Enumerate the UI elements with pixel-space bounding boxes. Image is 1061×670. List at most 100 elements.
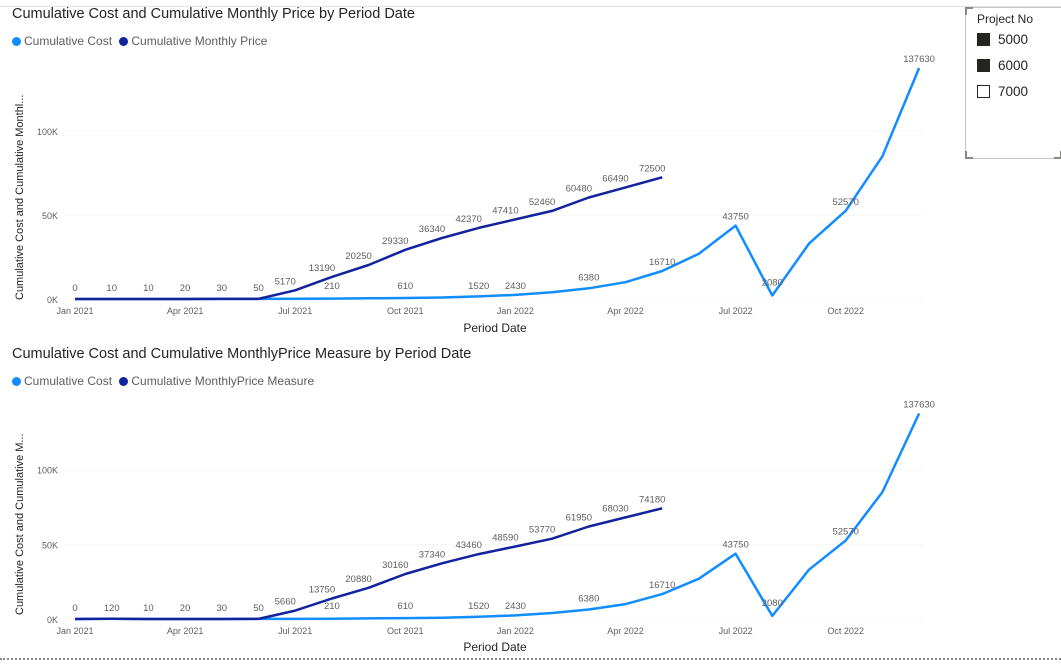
x-axis-title: Period Date <box>463 640 527 654</box>
legend-item-cumulative-cost[interactable]: Cumulative Cost <box>12 374 112 388</box>
x-tick-label: Oct 2022 <box>827 626 864 636</box>
resize-handle-icon[interactable] <box>1054 151 1061 159</box>
report-canvas-top-border <box>0 0 1061 7</box>
project-no-slicer[interactable]: Project No 5000 6000 7000 <box>965 7 1061 159</box>
x-tick-label: Oct 2021 <box>387 626 424 636</box>
legend-marker-price <box>119 376 129 386</box>
line-chart-monthly-price-measure[interactable]: Cumulative Cost and Cumulative MonthlyPr… <box>0 340 960 670</box>
data-label: 20 <box>180 603 191 614</box>
data-label: 6380 <box>578 272 599 283</box>
data-label: 2080 <box>762 598 783 609</box>
resize-handle-icon[interactable] <box>965 7 973 15</box>
y-tick-label: 50K <box>42 211 58 221</box>
y-tick-label: 0K <box>47 615 58 625</box>
data-label: 16710 <box>649 580 675 591</box>
data-label: 68030 <box>602 503 628 514</box>
legend-marker-cost <box>12 36 21 46</box>
y-tick-label: 100K <box>37 127 58 137</box>
data-label: 210 <box>324 601 340 612</box>
x-tick-label: Jul 2021 <box>278 626 312 636</box>
data-label: 52460 <box>529 197 555 208</box>
x-tick-label: Apr 2022 <box>607 306 644 316</box>
data-label: 74180 <box>639 494 665 505</box>
legend-item-cumulative-cost[interactable]: Cumulative Cost <box>12 34 112 48</box>
data-label: 13190 <box>309 263 335 274</box>
data-label: 20 <box>180 283 191 294</box>
series-line-cumulative-price[interactable] <box>75 176 663 301</box>
data-label: 137630 <box>903 54 935 65</box>
x-tick-label: Apr 2021 <box>167 306 204 316</box>
canvas-bottom-border <box>0 658 1061 660</box>
data-label: 43750 <box>722 540 748 551</box>
data-label: 61950 <box>566 513 592 524</box>
slicer-item-6000[interactable]: 6000 <box>977 58 1028 73</box>
data-label: 52570 <box>832 197 858 208</box>
x-tick-label: Jul 2022 <box>719 626 753 636</box>
chart-legend[interactable]: Cumulative Cost Cumulative MonthlyPrice … <box>12 374 318 389</box>
legend-item-cumulative-monthlyprice-measure[interactable]: Cumulative MonthlyPrice Measure <box>119 374 314 388</box>
x-tick-label: Jan 2021 <box>56 306 93 316</box>
chart-title: Cumulative Cost and Cumulative MonthlyPr… <box>12 346 472 362</box>
series-line-cumulative-price[interactable] <box>74 507 663 621</box>
y-axis-title: Cumulative Cost and Cumulative M... <box>14 433 26 615</box>
legend-marker-cost <box>12 376 21 386</box>
y-tick-label: 100K <box>37 466 58 476</box>
slicer-item-7000[interactable]: 7000 <box>977 84 1028 99</box>
data-label: 1520 <box>468 281 489 292</box>
x-tick-label: Jan 2022 <box>497 306 534 316</box>
x-tick-label: Jan 2022 <box>497 626 534 636</box>
data-label: 43750 <box>722 212 748 223</box>
data-label: 2080 <box>762 278 783 289</box>
data-label: 5170 <box>275 276 296 287</box>
data-label: 13750 <box>309 584 335 595</box>
slicer-item-5000[interactable]: 5000 <box>977 32 1028 47</box>
legend-label: Cumulative Cost <box>24 374 113 388</box>
data-label: 47410 <box>492 205 518 216</box>
data-label: 610 <box>397 281 413 292</box>
checkbox-icon[interactable] <box>977 59 990 72</box>
slicer-item-label: 5000 <box>998 32 1029 47</box>
data-label: 30 <box>217 603 228 614</box>
data-label: 10 <box>143 283 154 294</box>
data-label: 120 <box>104 603 120 614</box>
data-label: 37340 <box>419 549 445 560</box>
data-label: 20250 <box>345 251 371 262</box>
data-label: 2430 <box>505 281 526 292</box>
slicer-item-label: 7000 <box>998 84 1029 99</box>
data-label: 53770 <box>529 525 555 536</box>
line-chart-monthly-price[interactable]: Cumulative Cost and Cumulative Monthly P… <box>0 0 960 335</box>
data-label: 20880 <box>345 574 371 585</box>
data-label: 610 <box>397 601 413 612</box>
legend-label: Cumulative MonthlyPrice Measure <box>131 374 315 388</box>
data-label: 30 <box>217 283 228 294</box>
resize-handle-icon[interactable] <box>965 151 973 159</box>
legend-item-cumulative-monthly-price[interactable]: Cumulative Monthly Price <box>119 34 267 48</box>
data-label: 10 <box>143 603 154 614</box>
data-label: 52570 <box>832 527 858 538</box>
x-tick-label: Apr 2021 <box>167 626 204 636</box>
chart-legend[interactable]: Cumulative Cost Cumulative Monthly Price <box>12 34 271 49</box>
data-label: 137630 <box>903 400 935 411</box>
data-label: 42370 <box>455 214 481 225</box>
chart-plot-area[interactable]: 0K 50K 100K Jan 2021 Apr 2021 Jul 2021 Oct 202… <box>0 340 960 665</box>
slicer-item-label: 6000 <box>998 58 1029 73</box>
legend-label: Cumulative Monthly Price <box>131 34 268 48</box>
checkbox-icon[interactable] <box>977 33 990 46</box>
chart-title: Cumulative Cost and Cumulative Monthly P… <box>12 6 415 22</box>
data-label: 1520 <box>468 601 489 612</box>
x-tick-label: Oct 2022 <box>827 306 864 316</box>
legend-label: Cumulative Cost <box>24 34 113 48</box>
chart-plot-area[interactable]: 0K 50K 100K Jan 2021 Apr 2021 Jul 2021 Oct 202… <box>0 0 960 340</box>
x-tick-label: Jul 2021 <box>278 306 312 316</box>
y-axis-title: Cumulative Cost and Cumulative Monthl... <box>14 95 26 300</box>
x-tick-label: Jul 2022 <box>719 306 753 316</box>
data-label: 210 <box>324 281 340 292</box>
x-axis-title: Period Date <box>463 321 527 335</box>
series-line-cumulative-cost[interactable] <box>74 412 921 621</box>
x-tick-label: Jan 2021 <box>56 626 93 636</box>
series-line-cumulative-cost[interactable] <box>75 67 921 301</box>
checkbox-icon[interactable] <box>977 85 990 98</box>
legend-marker-price <box>119 36 129 46</box>
data-label: 16710 <box>649 257 675 268</box>
data-label: 66490 <box>602 173 628 184</box>
